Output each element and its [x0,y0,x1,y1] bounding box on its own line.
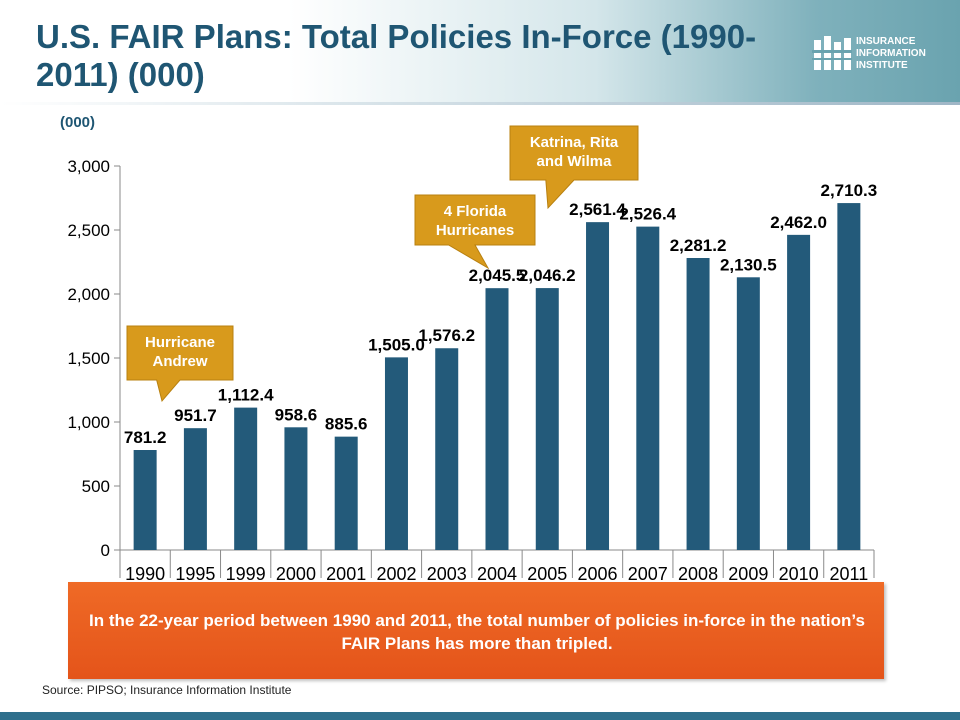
bar [485,288,509,550]
data-label: 2,130.5 [720,255,777,274]
x-tick-label: 1990 [125,564,165,584]
x-tick-label: 1999 [226,564,266,584]
bar [384,357,408,550]
footer-bar [0,712,960,720]
bar [787,234,811,550]
y-tick-label: 1,500 [67,349,110,368]
page-title: U.S. FAIR Plans: Total Policies In-Force… [36,18,757,93]
bar [736,277,760,550]
callout-text: Andrew [152,353,207,370]
y-tick-label: 3,000 [67,157,110,176]
data-label: 2,462.0 [770,213,827,232]
data-label: 1,112.4 [218,386,274,405]
y-unit-label: (000) [60,114,95,131]
callout-text: Hurricane [145,334,215,351]
bar [686,258,710,550]
takeaway-box [68,582,884,679]
logo-line: INSURANCE [856,36,916,47]
y-tick-label: 500 [82,477,110,496]
y-tick-label: 2,500 [67,221,110,240]
bar-chart: 0 500 1,000 1,500 2,000 2,500 3,000 (000) 1990 19… [60,114,877,584]
source-note: Source: PIPSO; Insurance Information Ins… [42,683,292,697]
bar [435,348,459,550]
data-label: 2,045.5 [469,266,526,285]
x-tick-label: 2011 [830,564,869,584]
header-divider [0,102,960,105]
callout-text: and Wilma [537,153,613,170]
x-tick-label: 2007 [628,564,668,584]
x-tick-label: 2006 [578,564,618,584]
x-tick-label: 2009 [728,564,768,584]
y-tick-label: 0 [101,541,110,560]
callout-bubble [509,125,639,210]
x-tick-label: 2001 [326,564,366,584]
bar [535,288,559,550]
data-label: 2,526.4 [619,205,676,224]
data-label: 958.6 [275,405,318,424]
iii-logo: INSURANCE INFORMATION INSTITUTE [812,34,947,74]
data-label: 2,046.2 [519,266,576,285]
data-label: 2,281.2 [670,236,727,255]
x-tick-label: 2005 [527,564,567,584]
bar [334,436,358,550]
data-label: 781.2 [124,428,167,447]
x-tick-label: 2004 [477,564,517,584]
logo-line: INSTITUTE [856,60,908,71]
callout-text: 4 Florida [444,203,507,220]
data-label: 951.7 [174,406,217,425]
x-tick-label: 2003 [427,564,467,584]
x-tick-label: 1995 [175,564,215,584]
callout-bubble [126,325,234,403]
logo-line: INFORMATION [856,48,926,59]
data-label: 1,505.0 [368,335,425,354]
y-tick-label: 2,000 [67,285,110,304]
header-band [0,0,960,104]
bar [586,222,610,550]
logo-mark-icon [812,36,852,70]
callout-text: Hurricanes [436,222,514,239]
data-label: 2,710.3 [820,181,877,200]
data-label: 1,576.2 [418,326,475,345]
bar [133,450,157,550]
x-tick-label: 2002 [376,564,416,584]
bar [636,226,660,551]
x-tick-label: 2010 [779,564,819,584]
bar [183,428,207,550]
x-tick-label: 2000 [276,564,316,584]
callout-text: Katrina, Rita [530,134,619,151]
bar [284,427,308,550]
callout-bubble [414,194,536,270]
takeaway-text: In the 22-year period between 1990 and 2… [89,611,865,653]
logo-wordmark: INSURANCE INFORMATION INSTITUTE [856,36,948,72]
y-tick-label: 1,000 [67,413,110,432]
data-label: 885.6 [325,415,368,434]
data-label: 2,561.4 [569,200,626,219]
x-tick-label: 2008 [678,564,718,584]
bar [837,203,861,550]
bar [234,407,258,550]
